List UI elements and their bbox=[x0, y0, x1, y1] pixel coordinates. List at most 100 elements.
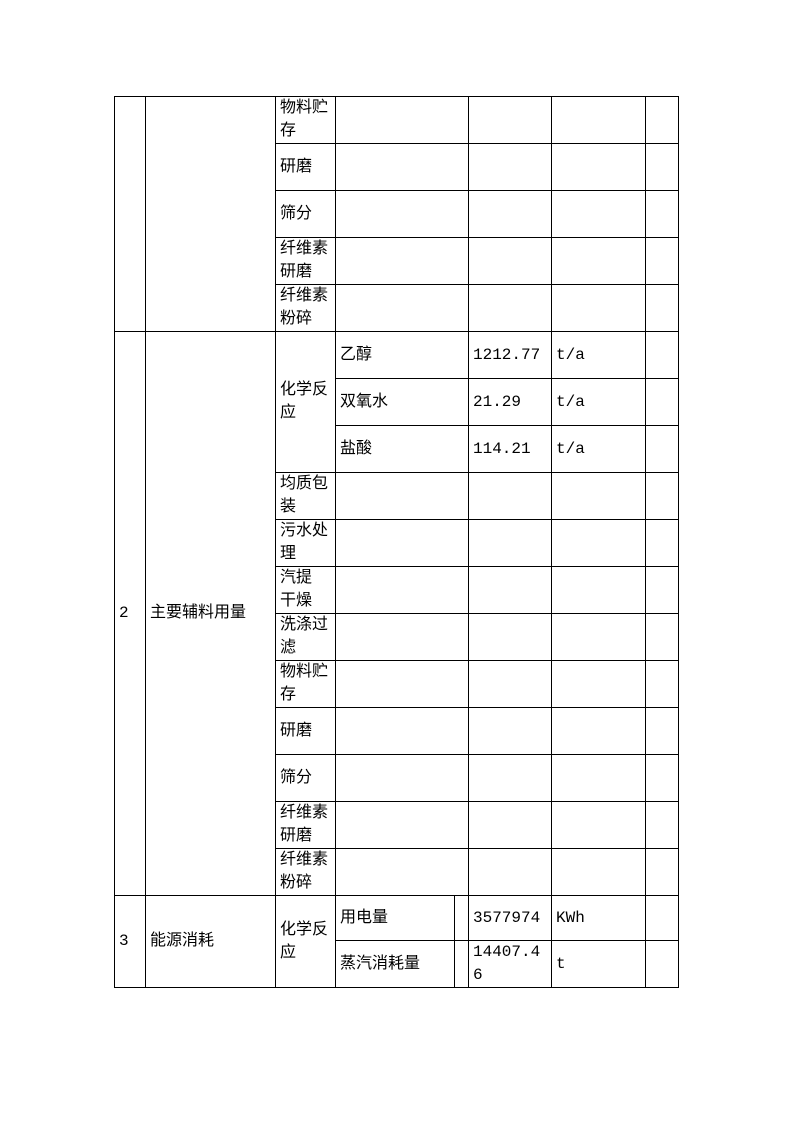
category-cell bbox=[145, 96, 276, 332]
value-cell bbox=[468, 754, 552, 802]
remark-cell bbox=[645, 472, 679, 520]
remark-cell bbox=[645, 190, 679, 238]
unit-cell bbox=[551, 519, 646, 567]
remark-cell bbox=[645, 284, 679, 332]
row-index-cell bbox=[114, 96, 146, 332]
process-cell: 纤维素粉碎 bbox=[275, 848, 336, 896]
unit-cell bbox=[551, 284, 646, 332]
value-cell bbox=[468, 848, 552, 896]
remark-cell bbox=[645, 378, 679, 426]
value-cell: 21.29 bbox=[468, 378, 552, 426]
unit-cell bbox=[551, 237, 646, 285]
process-cell: 筛分 bbox=[275, 754, 336, 802]
material-cell bbox=[335, 754, 469, 802]
value-cell: 114.21 bbox=[468, 425, 552, 473]
process-cell: 化学反应 bbox=[275, 331, 336, 473]
value-cell bbox=[468, 707, 552, 755]
material-cell bbox=[335, 519, 469, 567]
process-cell: 污水处理 bbox=[275, 519, 336, 567]
unit-cell bbox=[551, 754, 646, 802]
value-cell bbox=[468, 190, 552, 238]
material-cell: 双氧水 bbox=[335, 378, 469, 426]
unit-cell: t bbox=[551, 940, 646, 988]
process-cell: 研磨 bbox=[275, 143, 336, 191]
value-cell bbox=[468, 284, 552, 332]
value-cell: 3577974 bbox=[468, 895, 552, 941]
process-cell: 洗涤过滤 bbox=[275, 613, 336, 661]
remark-cell bbox=[645, 754, 679, 802]
process-cell: 筛分 bbox=[275, 190, 336, 238]
spacer-cell bbox=[454, 895, 469, 941]
unit-cell: t/a bbox=[551, 425, 646, 473]
category-cell: 主要辅料用量 bbox=[145, 331, 276, 896]
process-cell: 纤维素研磨 bbox=[275, 801, 336, 849]
remark-cell bbox=[645, 707, 679, 755]
unit-cell bbox=[551, 707, 646, 755]
process-data-table: 物料贮存 研磨 筛分 纤维素研磨 纤维素粉碎 bbox=[114, 96, 679, 988]
unit-cell bbox=[551, 96, 646, 144]
unit-cell bbox=[551, 801, 646, 849]
material-cell bbox=[335, 566, 469, 614]
remark-cell bbox=[645, 96, 679, 144]
material-cell bbox=[335, 613, 469, 661]
row-index-cell: 2 bbox=[114, 331, 146, 896]
process-cell: 纤维素粉碎 bbox=[275, 284, 336, 332]
value-cell bbox=[468, 801, 552, 849]
unit-cell: t/a bbox=[551, 331, 646, 379]
material-cell bbox=[335, 472, 469, 520]
value-cell bbox=[468, 237, 552, 285]
value-cell: 1212.77 bbox=[468, 331, 552, 379]
remark-cell bbox=[645, 895, 679, 941]
value-cell bbox=[468, 613, 552, 661]
value-cell bbox=[468, 143, 552, 191]
process-cell: 物料贮存 bbox=[275, 96, 336, 144]
category-cell: 能源消耗 bbox=[145, 895, 276, 988]
material-cell: 盐酸 bbox=[335, 425, 469, 473]
remark-cell bbox=[645, 940, 679, 988]
row-index-cell: 3 bbox=[114, 895, 146, 988]
value-cell bbox=[468, 96, 552, 144]
remark-cell bbox=[645, 801, 679, 849]
material-cell bbox=[335, 237, 469, 285]
remark-cell bbox=[645, 613, 679, 661]
value-cell bbox=[468, 660, 552, 708]
value-cell bbox=[468, 472, 552, 520]
unit-cell bbox=[551, 190, 646, 238]
process-cell: 化学反应 bbox=[275, 895, 336, 988]
process-cell: 均质包装 bbox=[275, 472, 336, 520]
unit-cell bbox=[551, 566, 646, 614]
unit-cell: KWh bbox=[551, 895, 646, 941]
remark-cell bbox=[645, 237, 679, 285]
value-cell bbox=[468, 519, 552, 567]
material-cell: 用电量 bbox=[335, 895, 455, 941]
value-cell bbox=[468, 566, 552, 614]
spacer-cell bbox=[454, 940, 469, 988]
remark-cell bbox=[645, 566, 679, 614]
material-cell bbox=[335, 707, 469, 755]
material-cell bbox=[335, 96, 469, 144]
material-cell bbox=[335, 848, 469, 896]
remark-cell bbox=[645, 425, 679, 473]
value-cell: 14407.46 bbox=[468, 940, 552, 988]
unit-cell bbox=[551, 848, 646, 896]
remark-cell bbox=[645, 519, 679, 567]
material-cell bbox=[335, 143, 469, 191]
material-cell: 乙醇 bbox=[335, 331, 469, 379]
remark-cell bbox=[645, 848, 679, 896]
process-cell: 研磨 bbox=[275, 707, 336, 755]
material-cell bbox=[335, 801, 469, 849]
process-cell: 汽提 干燥 bbox=[275, 566, 336, 614]
unit-cell: t/a bbox=[551, 378, 646, 426]
unit-cell bbox=[551, 143, 646, 191]
unit-cell bbox=[551, 613, 646, 661]
material-cell bbox=[335, 284, 469, 332]
material-cell: 蒸汽消耗量 bbox=[335, 940, 455, 988]
remark-cell bbox=[645, 331, 679, 379]
unit-cell bbox=[551, 472, 646, 520]
unit-cell bbox=[551, 660, 646, 708]
material-cell bbox=[335, 660, 469, 708]
remark-cell bbox=[645, 660, 679, 708]
material-cell bbox=[335, 190, 469, 238]
process-cell: 纤维素研磨 bbox=[275, 237, 336, 285]
